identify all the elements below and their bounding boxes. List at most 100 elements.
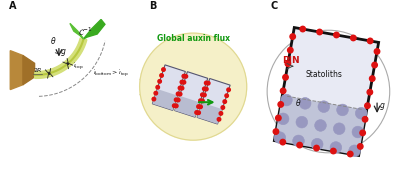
Circle shape bbox=[280, 139, 286, 145]
Circle shape bbox=[300, 26, 306, 32]
Circle shape bbox=[223, 100, 226, 103]
Polygon shape bbox=[35, 38, 87, 78]
Circle shape bbox=[315, 120, 326, 131]
Circle shape bbox=[362, 117, 368, 122]
Circle shape bbox=[333, 123, 345, 134]
Circle shape bbox=[365, 103, 370, 108]
Circle shape bbox=[201, 99, 204, 103]
Circle shape bbox=[201, 93, 204, 96]
Circle shape bbox=[280, 88, 286, 94]
Circle shape bbox=[225, 94, 228, 97]
Circle shape bbox=[176, 92, 180, 96]
Circle shape bbox=[285, 61, 291, 66]
Circle shape bbox=[221, 106, 224, 109]
Circle shape bbox=[299, 98, 311, 109]
Circle shape bbox=[203, 93, 206, 97]
Circle shape bbox=[219, 112, 223, 115]
Circle shape bbox=[337, 104, 348, 116]
Bar bbox=[152, 65, 185, 110]
Polygon shape bbox=[70, 23, 84, 39]
Circle shape bbox=[350, 35, 356, 41]
Circle shape bbox=[293, 135, 304, 147]
Circle shape bbox=[178, 92, 182, 96]
Bar bbox=[197, 103, 222, 124]
Circle shape bbox=[156, 86, 160, 89]
Circle shape bbox=[178, 86, 182, 90]
Circle shape bbox=[217, 118, 221, 121]
Bar bbox=[175, 72, 208, 117]
Text: $\dot{\imath}_{\rm bottom} > \dot{\imath}_{\rm top}$: $\dot{\imath}_{\rm bottom} > \dot{\imath… bbox=[93, 68, 129, 79]
Circle shape bbox=[204, 81, 208, 85]
Text: PIN: PIN bbox=[282, 56, 299, 65]
Circle shape bbox=[370, 76, 375, 81]
Circle shape bbox=[358, 144, 363, 149]
Circle shape bbox=[349, 145, 360, 157]
Circle shape bbox=[184, 75, 188, 78]
Circle shape bbox=[317, 29, 322, 35]
Circle shape bbox=[162, 68, 165, 71]
Circle shape bbox=[330, 142, 342, 153]
Bar bbox=[274, 95, 367, 155]
Circle shape bbox=[206, 81, 210, 85]
Circle shape bbox=[368, 38, 373, 44]
Circle shape bbox=[283, 75, 288, 80]
Circle shape bbox=[281, 94, 292, 106]
Circle shape bbox=[176, 98, 180, 102]
Text: Statoliths: Statoliths bbox=[305, 70, 342, 79]
Text: $g$: $g$ bbox=[379, 101, 386, 112]
Circle shape bbox=[227, 88, 230, 92]
Text: C: C bbox=[270, 1, 277, 11]
Text: $2R$: $2R$ bbox=[34, 66, 43, 74]
Circle shape bbox=[297, 142, 302, 148]
Circle shape bbox=[372, 62, 377, 68]
Text: $\theta$: $\theta$ bbox=[50, 35, 57, 46]
Circle shape bbox=[197, 105, 200, 108]
Circle shape bbox=[158, 80, 161, 83]
Text: Global auxin flux: Global auxin flux bbox=[157, 34, 230, 43]
Circle shape bbox=[355, 107, 367, 119]
Circle shape bbox=[277, 113, 289, 125]
Circle shape bbox=[314, 145, 319, 151]
Bar bbox=[175, 96, 200, 117]
Circle shape bbox=[202, 87, 206, 91]
Text: $\theta$: $\theta$ bbox=[295, 97, 301, 108]
Text: $\dot{\imath}_{\rm top}$: $\dot{\imath}_{\rm top}$ bbox=[72, 61, 83, 72]
Polygon shape bbox=[84, 19, 105, 39]
Circle shape bbox=[374, 49, 380, 54]
Circle shape bbox=[182, 74, 186, 78]
Circle shape bbox=[348, 151, 353, 157]
Circle shape bbox=[174, 104, 178, 108]
Circle shape bbox=[140, 33, 247, 140]
Circle shape bbox=[267, 30, 390, 153]
Circle shape bbox=[318, 101, 330, 112]
Circle shape bbox=[290, 34, 296, 39]
Circle shape bbox=[311, 138, 323, 150]
Circle shape bbox=[334, 32, 339, 38]
Circle shape bbox=[174, 98, 178, 102]
Circle shape bbox=[204, 87, 208, 91]
Bar bbox=[197, 78, 230, 124]
Circle shape bbox=[152, 97, 156, 101]
Bar bbox=[274, 27, 379, 155]
Polygon shape bbox=[10, 51, 23, 90]
Text: $\mathcal{C}^{-1}$: $\mathcal{C}^{-1}$ bbox=[78, 26, 93, 38]
Circle shape bbox=[352, 126, 364, 138]
Circle shape bbox=[296, 116, 308, 128]
Circle shape bbox=[331, 148, 336, 154]
Circle shape bbox=[367, 89, 372, 95]
Circle shape bbox=[199, 99, 202, 102]
Text: $g$: $g$ bbox=[60, 47, 67, 58]
Circle shape bbox=[160, 74, 163, 77]
Circle shape bbox=[360, 130, 365, 136]
Bar bbox=[152, 89, 178, 110]
Text: B: B bbox=[150, 1, 157, 11]
Circle shape bbox=[195, 111, 198, 114]
Circle shape bbox=[197, 111, 200, 114]
Circle shape bbox=[154, 91, 158, 95]
Circle shape bbox=[288, 48, 293, 53]
Circle shape bbox=[276, 115, 281, 121]
Circle shape bbox=[180, 86, 184, 90]
Polygon shape bbox=[23, 56, 34, 85]
Circle shape bbox=[180, 80, 184, 84]
Circle shape bbox=[273, 129, 279, 134]
